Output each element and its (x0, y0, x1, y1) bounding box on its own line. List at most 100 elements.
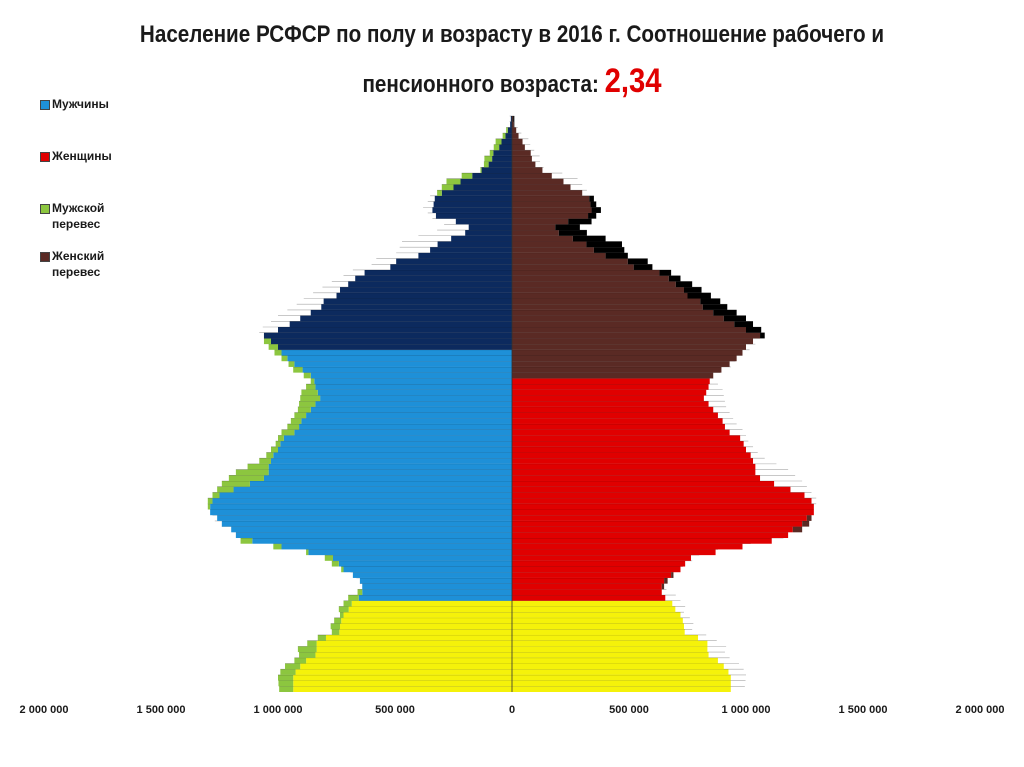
male-bar-age-42 (278, 446, 512, 453)
female-bar-age-83 (512, 212, 589, 219)
male-bar-age-53 (315, 384, 512, 390)
male-bar-age-12 (341, 617, 512, 624)
x-tick-label: 1 500 000 (838, 704, 888, 716)
female-bar-age-95 (512, 144, 525, 151)
female-bar-age-32 (512, 503, 814, 510)
male-bar-age-62 (263, 332, 512, 339)
female-excess-bar-age-80 (558, 230, 587, 236)
male-bar-age-60 (278, 344, 512, 350)
male-excess-bar-age-36 (221, 480, 250, 487)
female-excess-bar-age-29 (802, 520, 810, 527)
male-excess-bar-age-13 (340, 612, 344, 618)
male-excess-bar-age-21 (341, 566, 344, 573)
male-bar-age-63 (278, 327, 512, 333)
male-bar-age-64 (289, 321, 512, 328)
male-bar-age-80 (465, 230, 512, 236)
female-excess-bar-age-72 (668, 275, 681, 282)
female-excess-bar-age-68 (700, 298, 721, 305)
male-bar-age-35 (233, 486, 513, 493)
male-bar-age-70 (340, 287, 512, 293)
male-excess-bar-age-58 (281, 355, 288, 362)
female-bar-age-97 (512, 133, 519, 139)
chart-title-line2: пенсионного возраста: 2,34 (72, 58, 953, 108)
male-bar-age-51 (320, 395, 512, 402)
female-bar-age-94 (512, 150, 531, 156)
male-excess-bar-age-42 (270, 446, 278, 453)
male-bar-age-7 (316, 646, 512, 653)
female-bar-age-71 (512, 281, 676, 288)
male-bar-age-76 (418, 252, 512, 259)
male-excess-bar-age-33 (207, 498, 213, 504)
female-excess-bar-age-78 (586, 241, 622, 248)
male-bar-age-50 (315, 401, 512, 407)
female-bar-age-49 (512, 406, 714, 413)
x-tick-label: 2 000 000 (955, 704, 1005, 716)
male-bar-age-8 (316, 640, 512, 647)
male-excess-bar-age-15 (343, 600, 352, 607)
male-bar-age-45 (294, 429, 512, 436)
male-bar-age-81 (468, 224, 512, 231)
male-bar-age-20 (352, 572, 512, 578)
female-bar-age-88 (512, 184, 571, 191)
male-excess-bar-age-46 (287, 423, 300, 430)
female-excess-bar-age-74 (633, 264, 653, 270)
female-bar-age-0 (512, 686, 731, 692)
male-bar-age-55 (310, 372, 512, 379)
male-bar-age-38 (268, 469, 512, 476)
female-bar-age-34 (512, 492, 805, 499)
male-excess-bar-age-5 (294, 657, 307, 664)
female-excess-bar-age-69 (687, 292, 711, 299)
ratio-value: 2,34 (604, 62, 662, 100)
female-bar-age-47 (512, 418, 723, 424)
female-bar-age-54 (512, 378, 710, 385)
female-excess-bar-age-71 (675, 281, 693, 288)
male-bar-age-77 (430, 247, 512, 253)
female-excess-bar-age-20 (671, 572, 674, 578)
male-excess-bar-age-40 (259, 458, 271, 464)
female-excess-bar-age-70 (683, 287, 702, 293)
female-bar-age-82 (512, 218, 569, 225)
male-bar-age-31 (210, 509, 512, 516)
male-bar-age-74 (390, 264, 512, 270)
male-bar-age-28 (231, 526, 512, 533)
male-bar-age-5 (306, 657, 512, 664)
female-bar-age-60 (512, 344, 746, 350)
male-bar-age-92 (488, 161, 512, 168)
male-excess-bar-age-41 (266, 452, 274, 459)
female-excess-bar-age-28 (792, 526, 803, 533)
male-excess-bar-age-47 (290, 418, 302, 424)
female-bar-age-85 (512, 201, 591, 208)
female-bar-age-1 (512, 680, 731, 687)
female-bar-age-53 (512, 384, 709, 390)
female-bar-age-8 (512, 640, 708, 647)
female-excess-bar-age-100 (513, 116, 515, 122)
female-excess-bar-age-83 (588, 212, 597, 219)
female-bar-age-16 (512, 595, 666, 601)
male-bar-age-100 (510, 116, 512, 122)
male-bar-age-97 (505, 133, 512, 139)
male-bar-age-47 (301, 418, 512, 424)
male-bar-age-49 (310, 406, 512, 413)
female-bar-age-17 (512, 589, 662, 596)
female-bar-age-21 (512, 566, 681, 573)
male-bar-age-98 (507, 127, 512, 134)
male-bar-age-73 (364, 269, 512, 276)
male-bar-age-40 (270, 458, 512, 464)
male-bar-age-2 (293, 674, 512, 681)
legend-swatch-male-excess (40, 204, 50, 214)
male-excess-bar-age-26 (240, 538, 253, 544)
male-excess-bar-age-7 (297, 646, 317, 653)
male-excess-bar-age-90 (461, 173, 473, 179)
female-excess-bar-age-86 (589, 195, 594, 202)
male-excess-bar-age-8 (307, 640, 317, 647)
female-bar-age-66 (512, 309, 714, 316)
male-bar-age-22 (338, 560, 512, 567)
male-excess-bar-age-10 (331, 629, 340, 635)
legend-swatch-female (40, 152, 50, 162)
female-bar-age-55 (512, 372, 714, 379)
female-bar-age-72 (512, 275, 669, 282)
male-bar-age-43 (280, 441, 512, 447)
male-excess-bar-age-93 (484, 155, 493, 162)
male-bar-age-32 (210, 503, 512, 510)
